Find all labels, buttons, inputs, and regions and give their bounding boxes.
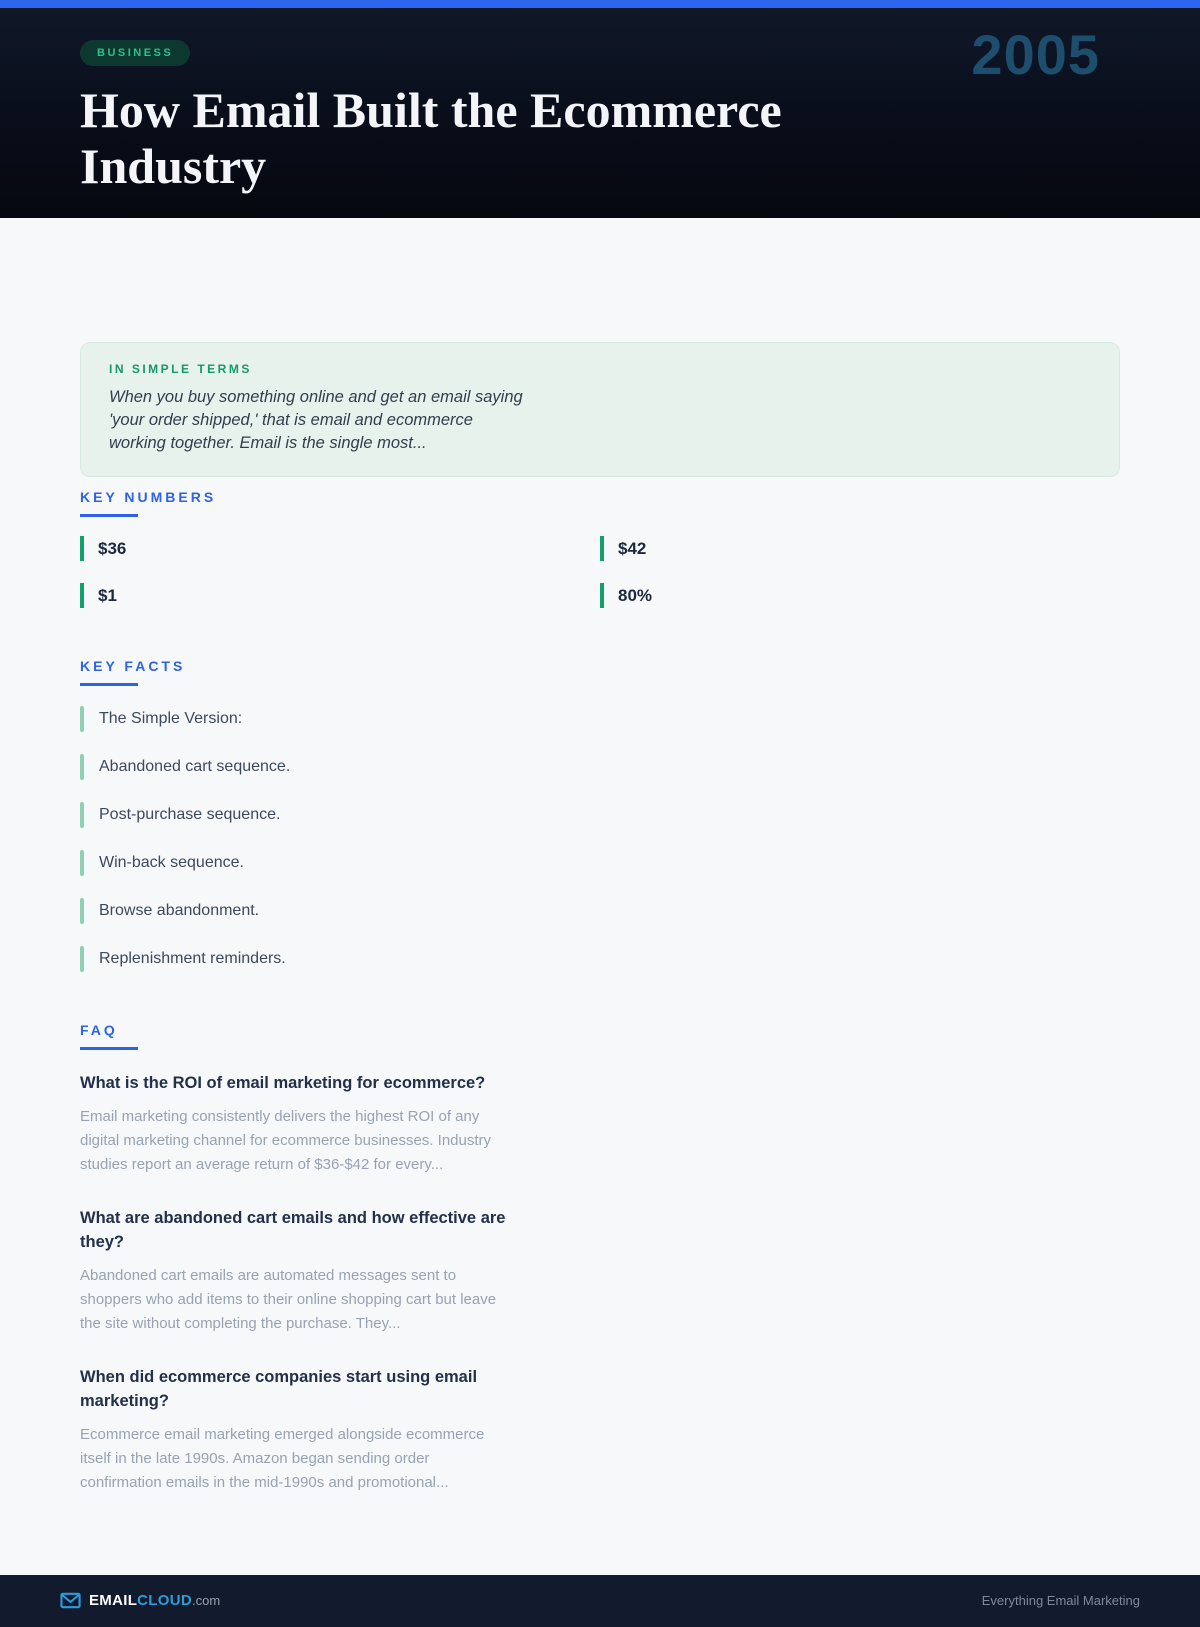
fact-bullet-bar: [80, 802, 84, 829]
faq-answer: Ecommerce email marketing emerged alongs…: [80, 1425, 485, 1491]
faq-item: What is the ROI of email marketing for e…: [80, 1072, 1120, 1177]
fact-bullet-bar: [80, 706, 84, 733]
fact-item: Browse abandonment.: [80, 898, 1120, 925]
year-label: 2005: [971, 23, 1100, 86]
page-footer: EMAILCLOUD.com Everything Email Marketin…: [0, 1574, 1200, 1627]
key-facts-heading: KEY FACTS: [80, 658, 186, 675]
fact-item: The Simple Version:: [80, 706, 1120, 733]
logo-text-email: EMAIL: [89, 1591, 138, 1609]
fact-item: Post-purchase sequence.: [80, 802, 1120, 829]
article-header: BUSINESS How Email Built the Ecommerce I…: [0, 8, 1200, 218]
faq-section: FAQ What is the ROI of email marketing f…: [80, 1022, 1120, 1495]
faq-question: When did ecommerce companies start using…: [80, 1368, 478, 1410]
heading-underline: [80, 683, 138, 687]
fact-bullet-bar: [80, 754, 84, 781]
fact-text: Abandoned cart sequence.: [99, 758, 291, 776]
stat-value: $42: [600, 536, 1120, 562]
fact-item: Win-back sequence.: [80, 850, 1120, 877]
footer-logo: EMAILCLOUD.com: [60, 1592, 220, 1610]
faq-item: What are abandoned cart emails and how e…: [80, 1207, 1120, 1336]
page-title: How Email Built the Ecommerce Industry: [80, 82, 782, 194]
faq-item: When did ecommerce companies start using…: [80, 1366, 1120, 1495]
fact-bullet-bar: [80, 946, 84, 973]
fact-text: The Simple Version:: [99, 710, 243, 728]
simple-terms-label: IN SIMPLE TERMS: [109, 362, 252, 376]
heading-underline: [80, 514, 138, 518]
key-facts-section: KEY FACTS The Simple Version: Abandoned …: [80, 658, 1120, 973]
in-simple-terms-card: IN SIMPLE TERMS When you buy something o…: [80, 342, 1120, 478]
fact-text: Replenishment reminders.: [99, 950, 286, 968]
key-numbers-heading: KEY NUMBERS: [80, 489, 217, 506]
fact-bullet-bar: [80, 850, 84, 877]
stats-grid: $36 $42 $1 80%: [80, 536, 1120, 609]
facts-list: The Simple Version: Abandoned cart seque…: [80, 706, 1120, 973]
stat-value: 80%: [600, 583, 1120, 609]
stat-value: $36: [80, 536, 600, 562]
faq-answer: Email marketing consistently delivers th…: [80, 1108, 492, 1174]
faq-heading: FAQ: [80, 1022, 118, 1039]
faq-list: What is the ROI of email marketing for e…: [80, 1072, 1120, 1495]
fact-text: Win-back sequence.: [99, 854, 244, 872]
faq-answer: Abandoned cart emails are automated mess…: [80, 1267, 497, 1333]
stat-value: $1: [80, 583, 600, 609]
faq-question: What is the ROI of email marketing for e…: [80, 1074, 486, 1093]
top-accent-bar: [0, 0, 1200, 8]
simple-terms-text: When you buy something online and get an…: [109, 388, 523, 453]
logo-text-com: .com: [192, 1592, 221, 1608]
fact-text: Post-purchase sequence.: [99, 806, 281, 824]
key-numbers-section: KEY NUMBERS $36 $42 $1 80%: [80, 489, 1120, 609]
heading-underline: [80, 1047, 138, 1051]
envelope-icon: [60, 1593, 81, 1609]
logo-text-cloud: CLOUD: [137, 1591, 192, 1609]
footer-tagline: Everything Email Marketing: [981, 1593, 1140, 1609]
faq-question: What are abandoned cart emails and how e…: [80, 1209, 506, 1252]
category-badge: BUSINESS: [80, 40, 191, 66]
main-content: IN SIMPLE TERMS When you buy something o…: [0, 218, 1200, 1575]
fact-text: Browse abandonment.: [99, 902, 260, 920]
fact-item: Replenishment reminders.: [80, 946, 1120, 973]
fact-item: Abandoned cart sequence.: [80, 754, 1120, 781]
fact-bullet-bar: [80, 898, 84, 925]
